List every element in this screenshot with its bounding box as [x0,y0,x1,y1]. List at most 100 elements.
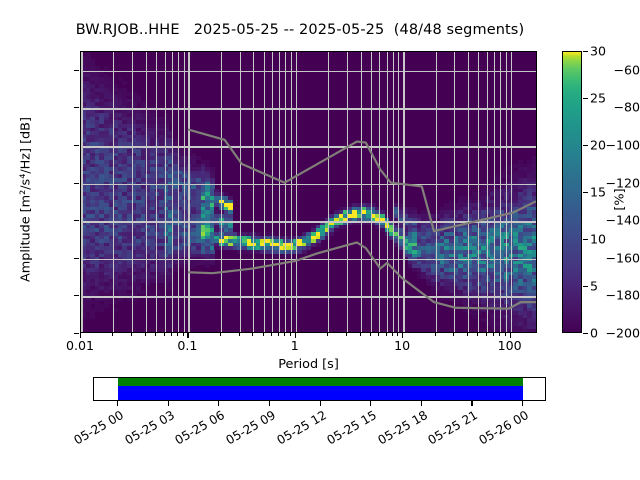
histogram-cell [150,232,156,237]
histogram-cell [81,106,87,111]
histogram-cell [228,235,234,240]
histogram-cell [168,167,174,172]
histogram-cell [329,214,335,219]
histogram-cell [223,228,229,233]
histogram-cell [522,311,528,316]
histogram-cell [495,300,501,305]
histogram-cell [527,314,533,319]
histogram-cell [90,268,96,273]
histogram-cell [99,88,105,93]
histogram-cell [191,214,197,219]
histogram-cell [140,289,146,294]
histogram-cell [81,188,87,193]
histogram-cell [136,260,142,265]
histogram-cell [99,203,105,208]
histogram-cell [200,199,206,204]
histogram-cell [150,170,156,175]
histogram-cell [527,282,533,287]
histogram-cell [85,300,91,305]
histogram-cell [85,293,91,298]
histogram-cell [163,174,169,179]
histogram-cell [200,260,206,265]
histogram-cell [99,156,105,161]
histogram-cell [531,282,536,287]
histogram-cell [163,116,169,121]
histogram-cell [108,106,114,111]
histogram-cell [274,253,280,258]
histogram-cell [94,91,100,96]
histogram-cell [531,206,536,211]
histogram-cell [246,235,252,240]
histogram-cell [513,242,519,247]
histogram-cell [435,221,441,226]
y-axis-tick-mark [74,257,79,259]
histogram-cell [527,322,533,327]
histogram-cell [196,246,202,251]
histogram-cell [536,192,537,196]
histogram-cell [136,120,142,125]
histogram-cell [81,286,87,291]
histogram-cell [444,275,450,280]
histogram-cell [518,271,524,276]
histogram-cell [140,203,146,208]
histogram-cell [504,188,510,193]
histogram-cell [104,80,110,85]
timeline-tick-mark [218,401,220,406]
histogram-cell [108,278,114,283]
histogram-cell [449,214,455,219]
histogram-cell [122,120,128,125]
histogram-cell [522,275,528,280]
histogram-cell [453,260,459,265]
histogram-cell [412,260,418,265]
histogram-cell [113,116,119,121]
histogram-cell [99,296,105,301]
data-coverage-timeline[interactable] [93,377,546,401]
histogram-cell [81,307,87,312]
histogram-cell [444,246,450,251]
histogram-cell [145,275,151,280]
histogram-cell [117,228,123,233]
timeline-tick-label: 05-25 12 [274,408,329,448]
histogram-cell [182,235,188,240]
histogram-cell [407,239,413,244]
histogram-cell [85,210,91,215]
histogram-cell [168,152,174,157]
histogram-cell [265,239,271,244]
histogram-cell [145,228,151,233]
histogram-cell [518,210,524,215]
histogram-cell [200,185,206,190]
histogram-cell [94,199,100,204]
histogram-cell [154,239,160,244]
histogram-cell [292,242,298,247]
histogram-cell [108,264,114,269]
histogram-cell [444,232,450,237]
colorbar[interactable] [562,51,582,333]
histogram-cell [370,221,376,226]
histogram-cell [536,174,537,178]
histogram-cell [113,278,119,283]
histogram-cell [458,228,464,233]
histogram-cell [449,210,455,215]
histogram-cell [527,199,533,204]
histogram-cell [150,106,156,111]
histogram-cell [94,260,100,265]
histogram-cell [361,203,367,208]
histogram-cell [122,235,128,240]
histogram-cell [94,253,100,258]
histogram-cell [113,109,119,114]
histogram-cell [99,217,105,222]
histogram-cell [168,235,174,240]
histogram-cell [196,242,202,247]
histogram-cell [99,98,105,103]
gridline-vertical-minor [178,52,179,332]
histogram-cell [113,178,119,183]
histogram-cell [145,217,151,222]
histogram-cell [150,224,156,229]
histogram-cell [145,196,151,201]
histogram-cell [527,235,533,240]
histogram-cell [131,217,137,222]
ppsd-plot-area[interactable] [80,51,537,333]
histogram-cell [94,152,100,157]
histogram-cell [117,88,123,93]
histogram-cell [196,210,202,215]
